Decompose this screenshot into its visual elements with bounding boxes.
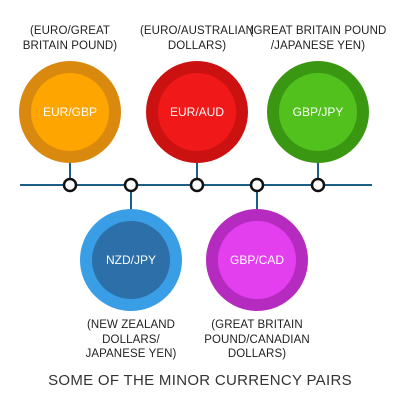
code-eur-aud: EUR/AUD <box>169 105 224 119</box>
timeline-node <box>62 177 78 193</box>
diagram-caption: SOME OF THE MINOR CURRENCY PAIRS <box>48 372 352 389</box>
label-eur-aud: (EURO/AUSTRALIAN DOLLARS) <box>139 25 255 52</box>
code-nzd-jpy: NZD/JPY <box>105 253 156 267</box>
circle-nzd-jpy <box>80 209 182 311</box>
label-nzd-jpy: (NEW ZEALAND DOLLARS/ JAPANESE YEN) <box>85 319 177 360</box>
label-gbp-cad: (GREAT BRITAIN POUND/CANADIAN DOLLARS) <box>204 319 310 360</box>
circle-eur-gbp <box>19 61 121 163</box>
label-eur-gbp: (EURO/GREAT BRITAIN POUND) <box>22 25 118 52</box>
code-gbp-jpy: GBP/JPY <box>292 105 344 119</box>
circle-gbp-cad <box>206 209 308 311</box>
timeline-node <box>310 177 326 193</box>
timeline-node <box>123 177 139 193</box>
circle-eur-aud <box>146 61 248 163</box>
timeline-node <box>189 177 205 193</box>
timeline-node <box>249 177 265 193</box>
circle-gbp-jpy <box>267 61 369 163</box>
code-eur-gbp: EUR/GBP <box>42 105 97 119</box>
code-gbp-cad: GBP/CAD <box>229 253 284 267</box>
label-gbp-jpy: (GREAT BRITAIN POUND /JAPANESE YEN) <box>249 25 387 52</box>
